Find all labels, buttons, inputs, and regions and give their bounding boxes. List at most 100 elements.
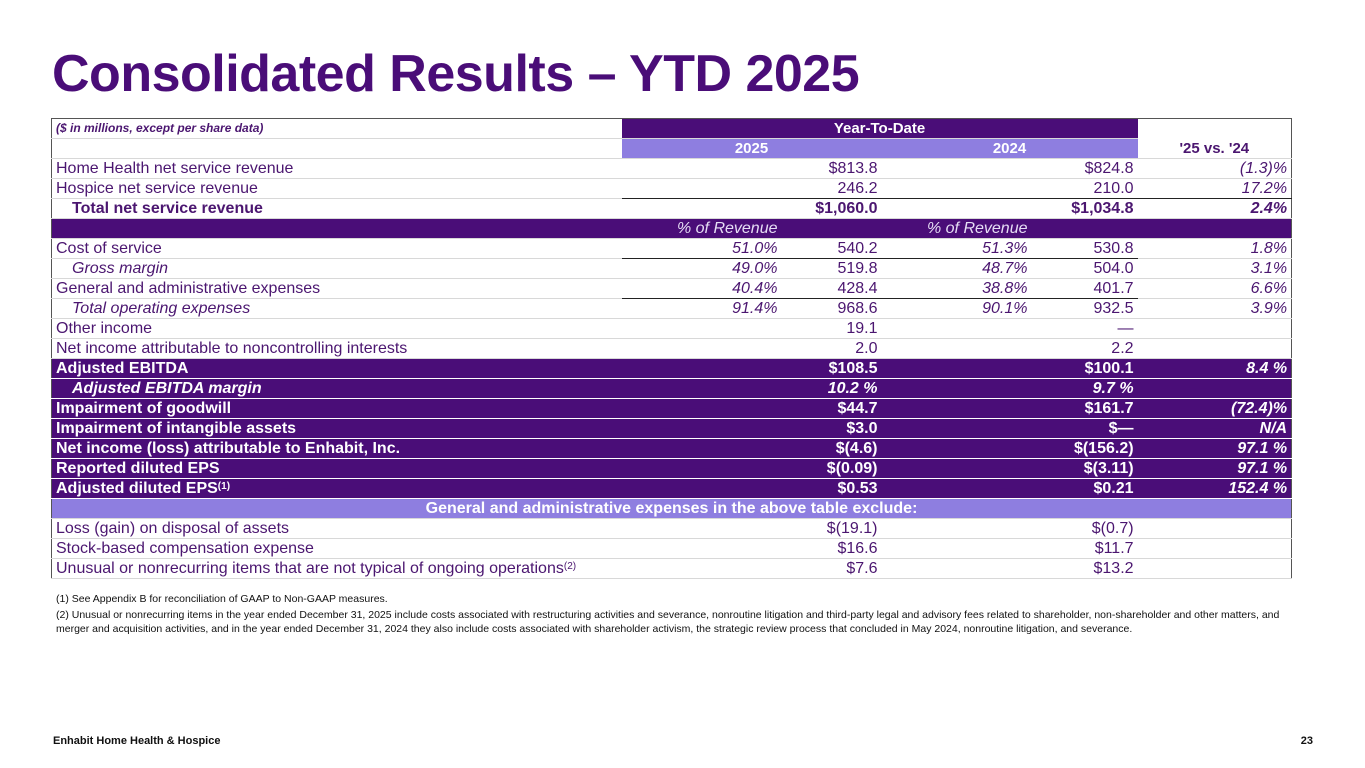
row-label: Impairment of goodwill (51, 398, 622, 419)
page-title: Consolidated Results – YTD 2025 (52, 45, 860, 103)
value-2025: $108.5 (621, 358, 882, 379)
pct-2025: 40.4% (621, 278, 782, 299)
value-2025: 246.2 (621, 178, 882, 199)
exclude-header: General and administrative expenses in t… (51, 498, 1292, 519)
pct-2024: 90.1% (881, 298, 1032, 319)
table-caption: ($ in millions, except per share data) (51, 118, 622, 139)
value-2024: $11.7 (881, 538, 1138, 559)
pct-header-2025: % of Revenue (621, 218, 782, 239)
row-label: Gross margin (51, 258, 622, 279)
table-row: Gross margin 49.0% 519.8 48.7% 504.0 3.1… (51, 258, 1292, 279)
pct-2025: 91.4% (621, 298, 782, 319)
value-2025: 968.6 (781, 298, 882, 319)
consolidated-results-table: ($ in millions, except per share data) Y… (51, 118, 1293, 579)
row-label: Adjusted diluted EPS(1) (51, 478, 622, 499)
row-label: Net income (loss) attributable to Enhabi… (51, 438, 622, 459)
table-row: Reported diluted EPS $(0.09) $(3.11) 97.… (51, 458, 1292, 479)
table-row: Impairment of goodwill $44.7 $161.7 (72.… (51, 398, 1292, 419)
value-change: 152.4 % (1137, 478, 1292, 499)
pct-2024: 51.3% (881, 238, 1032, 259)
value-2024: $0.21 (881, 478, 1138, 499)
value-2025: 519.8 (781, 258, 882, 279)
row-label: Adjusted EBITDA (51, 358, 622, 379)
pct-2024: 38.8% (881, 278, 1032, 299)
footnote-1: (1) See Appendix B for reconciliation of… (56, 593, 388, 605)
value-change: 6.6% (1137, 278, 1292, 299)
pct-2024: 48.7% (881, 258, 1032, 279)
table-year-header-row: 2025 2024 (51, 138, 1292, 159)
value-2024: $161.7 (881, 398, 1138, 419)
value-2025: $1,060.0 (621, 198, 882, 219)
value-change: 2.4% (1137, 198, 1292, 219)
value-2025: $813.8 (621, 158, 882, 179)
footnotes: (1) See Appendix B for reconciliation of… (56, 592, 1296, 638)
value-change: 8.4 % (1137, 358, 1292, 379)
row-label: Total net service revenue (51, 198, 622, 219)
value-change (1137, 378, 1292, 399)
table-row: Total operating expenses 91.4% 968.6 90.… (51, 298, 1292, 319)
value-2024: 210.0 (881, 178, 1138, 199)
table-row: Adjusted EBITDA $108.5 $100.1 8.4 % (51, 358, 1292, 379)
pct-2025: 49.0% (621, 258, 782, 279)
table-row: Adjusted diluted EPS(1) $0.53 $0.21 152.… (51, 478, 1292, 499)
table-row: Home Health net service revenue $813.8 $… (51, 158, 1292, 179)
year-2025-header: 2025 (621, 138, 882, 159)
table-row: Hospice net service revenue 246.2 210.0 … (51, 178, 1292, 199)
value-2024: $— (881, 418, 1138, 439)
value-change: 97.1 % (1137, 458, 1292, 479)
table-row: Impairment of intangible assets $3.0 $— … (51, 418, 1292, 439)
year-2024-header: 2024 (881, 138, 1138, 159)
footnote-marker: (1) (217, 481, 231, 492)
table-row: Net income (loss) attributable to Enhabi… (51, 438, 1292, 459)
exclude-header-row: General and administrative expenses in t… (51, 498, 1292, 519)
row-label-text: Unusual or nonrecurring items that are n… (56, 560, 564, 577)
value-2025: $16.6 (621, 538, 882, 559)
value-change: 97.1 % (1137, 438, 1292, 459)
value-2024: 504.0 (1031, 258, 1138, 279)
table-row: Adjusted EBITDA margin 10.2 % 9.7 % (51, 378, 1292, 399)
table-row: Loss (gain) on disposal of assets $(19.1… (51, 518, 1292, 539)
row-label: Reported diluted EPS (51, 458, 622, 479)
value-2024: 401.7 (1031, 278, 1138, 299)
footer-company-name: Enhabit Home Health & Hospice (53, 735, 221, 747)
value-change: (1.3)% (1137, 158, 1292, 179)
value-2025: 19.1 (621, 318, 882, 339)
value-2025: $(19.1) (621, 518, 882, 539)
change-column-header: '25 vs. '24 (1137, 118, 1292, 159)
value-change: 3.9% (1137, 298, 1292, 319)
value-2025: $3.0 (621, 418, 882, 439)
row-label: Impairment of intangible assets (51, 418, 622, 439)
page-number: 23 (1300, 735, 1313, 747)
row-label: Unusual or nonrecurring items that are n… (51, 558, 622, 579)
table-row: Cost of service 51.0% 540.2 51.3% 530.8 … (51, 238, 1292, 259)
percent-of-revenue-header-row: % of Revenue % of Revenue (51, 218, 1292, 239)
table-row: Unusual or nonrecurring items that are n… (51, 558, 1292, 579)
row-label: Loss (gain) on disposal of assets (51, 518, 622, 539)
row-label-text: Adjusted diluted EPS (56, 480, 218, 497)
row-label: Hospice net service revenue (51, 178, 622, 199)
row-label: Net income attributable to noncontrollin… (51, 338, 622, 359)
table-row: Other income 19.1 — (51, 318, 1292, 339)
row-label: Total operating expenses (51, 298, 622, 319)
value-2025: 2.0 (621, 338, 882, 359)
row-label: Cost of service (51, 238, 622, 259)
value-change: N/A (1137, 418, 1292, 439)
row-label: Stock-based compensation expense (51, 538, 622, 559)
row-label: Adjusted EBITDA margin (51, 378, 622, 399)
value-change: (72.4)% (1137, 398, 1292, 419)
value-change: 1.8% (1137, 238, 1292, 259)
table-row: Stock-based compensation expense $16.6 $… (51, 538, 1292, 559)
value-2024: 530.8 (1031, 238, 1138, 259)
value-2024: $1,034.8 (881, 198, 1138, 219)
value-2024: $13.2 (881, 558, 1138, 579)
footnote-marker: (2) (563, 561, 577, 572)
value-2024: 2.2 (881, 338, 1138, 359)
pct-2025: 51.0% (621, 238, 782, 259)
value-2025: $(0.09) (621, 458, 882, 479)
value-2025: 428.4 (781, 278, 882, 299)
value-2024: 9.7 % (881, 378, 1138, 399)
value-2025: $0.53 (621, 478, 882, 499)
value-2024: $824.8 (881, 158, 1138, 179)
value-2024: — (881, 318, 1138, 339)
year-to-date-header: Year-To-Date (621, 118, 1138, 139)
